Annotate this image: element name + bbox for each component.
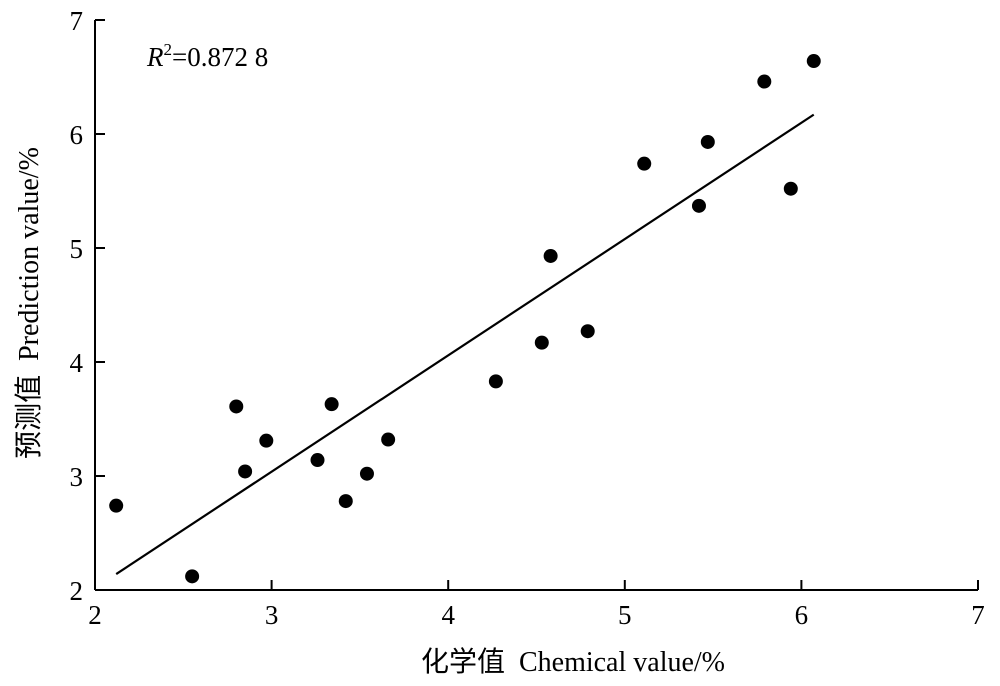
regression-line xyxy=(115,113,815,575)
y-tick-label: 7 xyxy=(70,6,84,36)
plot-frame xyxy=(94,20,978,591)
y-axis-ticks: 2 3 4 5 6 7 xyxy=(70,6,105,606)
x-tick-label: 6 xyxy=(795,600,809,630)
data-point xyxy=(310,453,325,468)
data-point xyxy=(381,432,396,447)
data-point xyxy=(534,335,549,350)
data-point xyxy=(637,156,652,171)
x-tick-label: 4 xyxy=(441,600,455,630)
data-point xyxy=(109,498,124,513)
data-point xyxy=(185,569,200,584)
data-point xyxy=(783,181,798,196)
regression-line-layer xyxy=(115,113,815,575)
data-point xyxy=(806,54,821,69)
data-point xyxy=(259,433,274,448)
data-point xyxy=(700,134,715,149)
data-point xyxy=(238,464,253,479)
x-tick-label: 5 xyxy=(618,600,632,630)
x-tick-label: 7 xyxy=(971,600,985,630)
data-point xyxy=(338,494,353,509)
y-tick-label: 5 xyxy=(70,234,84,264)
data-point xyxy=(757,74,772,89)
x-tick-label: 3 xyxy=(265,600,279,630)
data-point xyxy=(324,397,339,412)
data-point xyxy=(488,374,503,389)
data-point xyxy=(580,324,595,339)
data-point xyxy=(359,466,374,481)
data-points xyxy=(109,54,821,584)
data-point xyxy=(229,399,244,414)
x-axis-label: 化学值 Chemical value/% xyxy=(421,646,725,678)
y-axis-label: 预测值 Prediction value/% xyxy=(13,147,45,459)
x-axis-ticks: 2 3 4 5 6 7 xyxy=(88,580,985,630)
y-tick-label: 6 xyxy=(70,120,84,150)
x-tick-label: 2 xyxy=(88,600,102,630)
data-point xyxy=(543,248,558,263)
r-squared-annotation: R2=0.872 8 xyxy=(146,40,268,72)
y-tick-label: 3 xyxy=(70,462,84,492)
data-point xyxy=(691,198,706,213)
y-tick-label: 2 xyxy=(70,576,84,606)
y-tick-label: 4 xyxy=(70,348,84,378)
